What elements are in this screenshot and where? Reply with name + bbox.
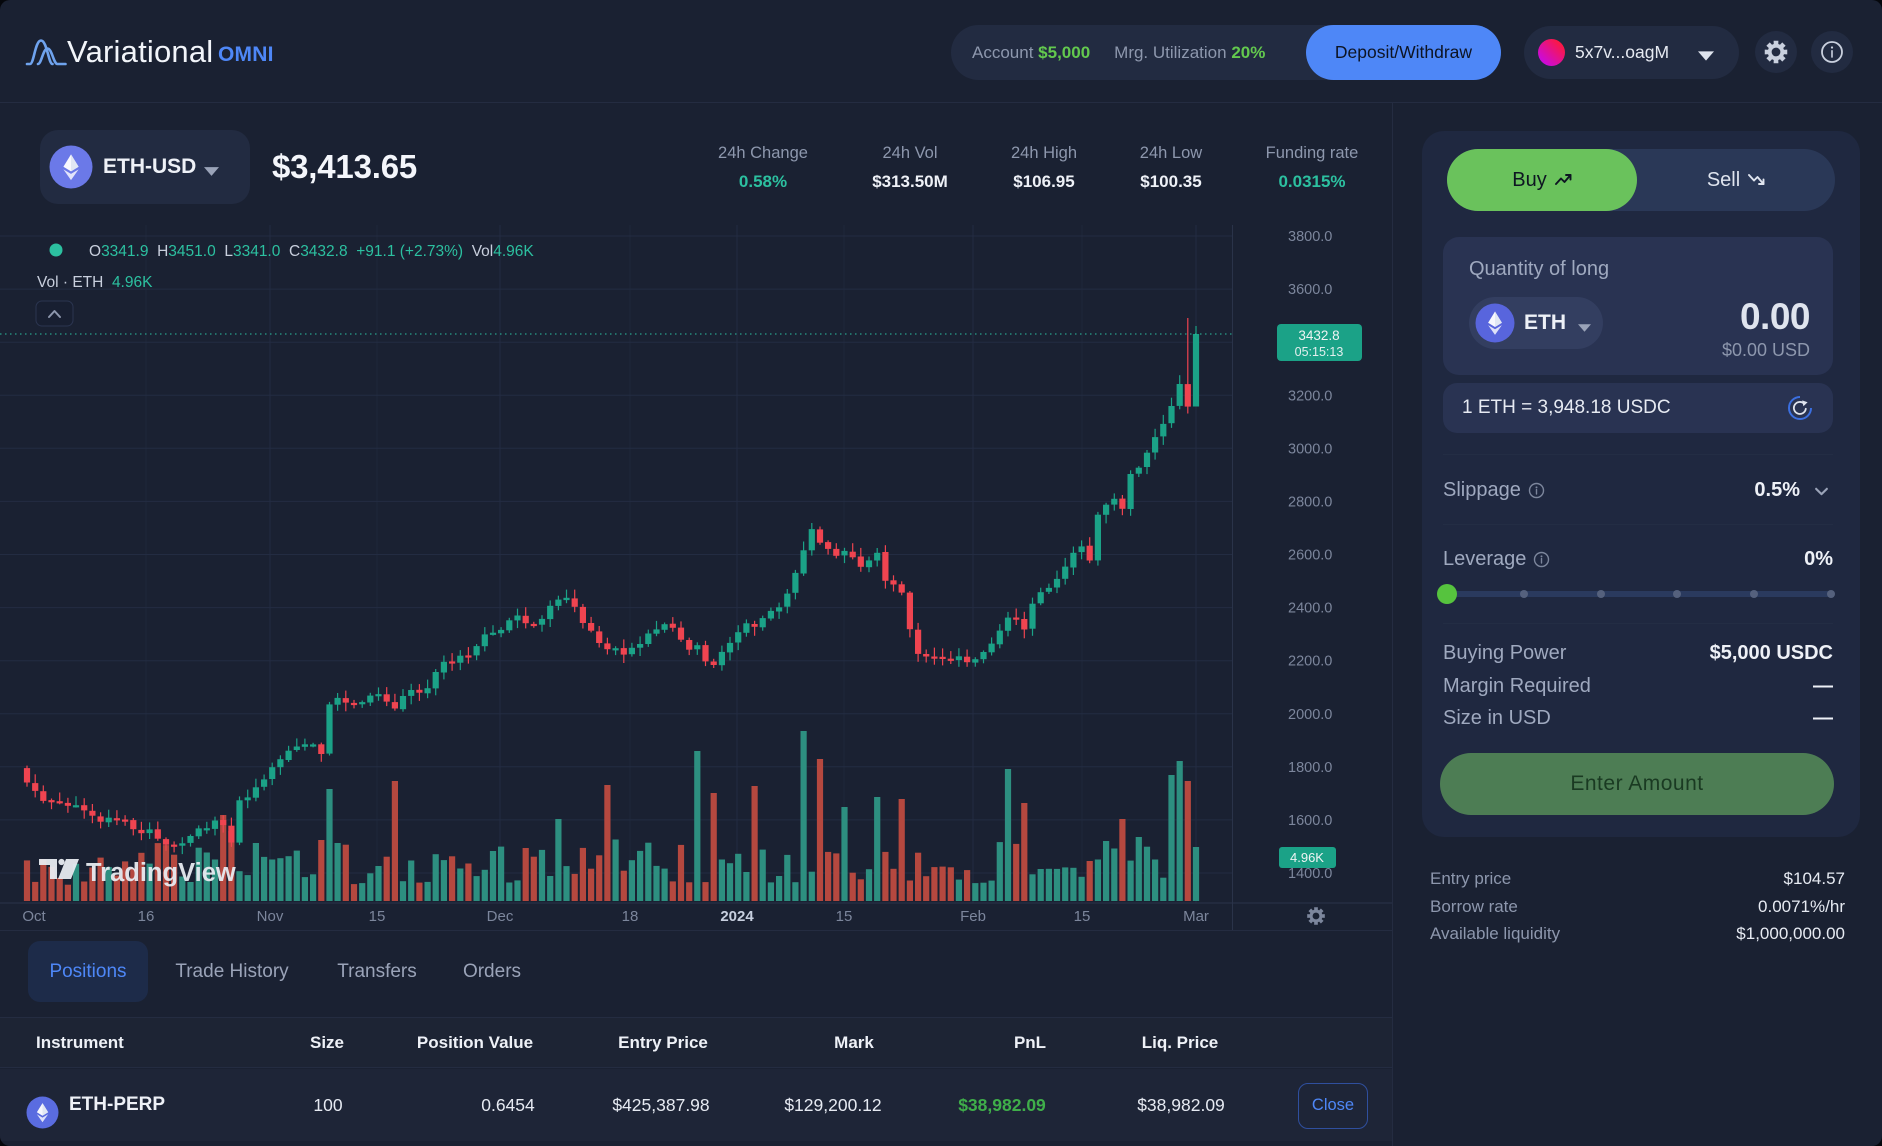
svg-text:2800.0: 2800.0 — [1288, 494, 1332, 510]
svg-text:2024: 2024 — [720, 908, 754, 925]
svg-text:16: 16 — [138, 908, 155, 925]
svg-text:Oct: Oct — [22, 908, 46, 925]
svg-text:18: 18 — [622, 908, 639, 925]
svg-text:2200.0: 2200.0 — [1288, 654, 1332, 670]
svg-text:3800.0: 3800.0 — [1288, 229, 1332, 245]
svg-text:2400.0: 2400.0 — [1288, 601, 1332, 617]
svg-text:Vol · ETH 4.96K: Vol · ETH 4.96K — [37, 274, 153, 291]
svg-text:1800.0: 1800.0 — [1288, 760, 1332, 776]
svg-text:3600.0: 3600.0 — [1288, 282, 1332, 298]
svg-text:2000.0: 2000.0 — [1288, 707, 1332, 723]
svg-text:TradingView: TradingView — [86, 859, 236, 887]
svg-text:1400.0: 1400.0 — [1288, 866, 1332, 882]
svg-text:O3341.9 H3451.0 L3341.0 C34: O3341.9 H3451.0 L3341.0 C3432.8 +91.1 (+… — [89, 243, 534, 260]
svg-text:3432.8: 3432.8 — [1298, 328, 1339, 343]
svg-text:3200.0: 3200.0 — [1288, 388, 1332, 404]
svg-text:1600.0: 1600.0 — [1288, 813, 1332, 829]
svg-text:Dec: Dec — [487, 908, 514, 925]
svg-text:2600.0: 2600.0 — [1288, 548, 1332, 564]
svg-text:Nov: Nov — [257, 908, 284, 925]
svg-text:05:15:13: 05:15:13 — [1295, 345, 1344, 359]
svg-text:3000.0: 3000.0 — [1288, 441, 1332, 457]
svg-text:15: 15 — [836, 908, 853, 925]
svg-text:Feb: Feb — [960, 908, 986, 925]
svg-text:15: 15 — [1074, 908, 1091, 925]
svg-text:4.96K: 4.96K — [1290, 850, 1324, 865]
svg-text:15: 15 — [369, 908, 386, 925]
svg-text:Mar: Mar — [1183, 908, 1209, 925]
